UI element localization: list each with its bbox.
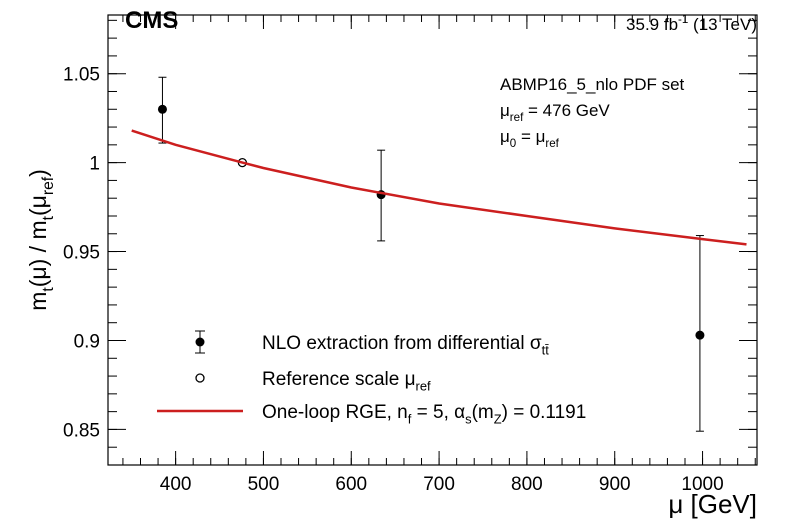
x-tick-label: 700	[423, 474, 455, 495]
x-tick-label: 500	[248, 474, 280, 495]
x-tick-label: 900	[599, 474, 631, 495]
y-tick-label: 1.05	[63, 65, 100, 86]
plot-frame	[107, 14, 758, 466]
y-tick-label: 1	[89, 154, 100, 175]
script-text: tt̄	[542, 343, 550, 358]
text-segment: (13 TeV)	[688, 15, 757, 34]
text-segment: = 5, α	[411, 402, 465, 423]
text-segment: NLO extraction from differential σ	[262, 333, 542, 354]
annotation: μref = 476 GeV	[500, 101, 610, 124]
x-tick-label: 1000	[681, 474, 723, 495]
script-text: f	[408, 412, 412, 427]
text-segment: 35.9 fb	[626, 15, 678, 34]
y-tick-label: 0.95	[63, 243, 100, 264]
legend-label: One-loop RGE, nf = 5, αs(mZ) = 0.1191	[262, 402, 586, 427]
y-tick-label: 0.85	[63, 420, 100, 441]
rge-curve	[131, 129, 747, 246]
x-axis-label: μ [GeV]	[668, 489, 757, 519]
experiment-label: CMS	[125, 7, 178, 34]
text-segment: = 476 GeV	[523, 101, 610, 120]
script-text: Z	[494, 412, 502, 427]
x-tick-label: 600	[335, 474, 367, 495]
x-tick-label: 400	[160, 474, 192, 495]
text-segment: m	[25, 292, 51, 311]
data-point	[157, 104, 167, 114]
text-segment: Reference scale μ	[262, 369, 416, 390]
y-tick-label: 0.9	[74, 331, 100, 352]
text-segment: (μ	[25, 195, 51, 216]
y-axis-label: mt(μ) / mt(μref)	[25, 169, 57, 311]
legend-marker	[195, 373, 205, 383]
script-text: -1	[678, 14, 688, 26]
annotation: μ0 = μref	[500, 127, 560, 150]
x-tick-label: 800	[511, 474, 543, 495]
script-text: 0	[510, 138, 516, 150]
script-text: ref	[545, 138, 559, 150]
legend-label: Reference scale μref	[262, 369, 431, 394]
legend-marker	[195, 337, 205, 347]
text-segment: ) = 0.1191	[502, 402, 587, 423]
script-text: s	[465, 412, 471, 427]
script-text: ref	[510, 112, 524, 124]
script-text: ref	[40, 176, 57, 195]
data-point	[695, 330, 705, 340]
text-segment: (m	[472, 402, 494, 423]
text-segment: ABMP16_5_nlo PDF set	[500, 75, 685, 94]
text-segment: μ	[500, 127, 510, 146]
script-text: ref	[416, 379, 431, 394]
text-segment: (μ) / m	[25, 220, 51, 287]
annotation: ABMP16_5_nlo PDF set	[500, 75, 685, 94]
text-segment: = μ	[516, 127, 545, 146]
text-segment: μ	[500, 101, 510, 120]
script-text: t	[40, 287, 57, 292]
luminosity-label: 35.9 fb-1 (13 TeV)	[626, 14, 757, 34]
text-segment: )	[25, 169, 51, 177]
script-text: t	[40, 215, 57, 220]
legend-label: NLO extraction from differential σtt̄	[262, 333, 549, 358]
text-segment: One-loop RGE, n	[262, 402, 408, 423]
